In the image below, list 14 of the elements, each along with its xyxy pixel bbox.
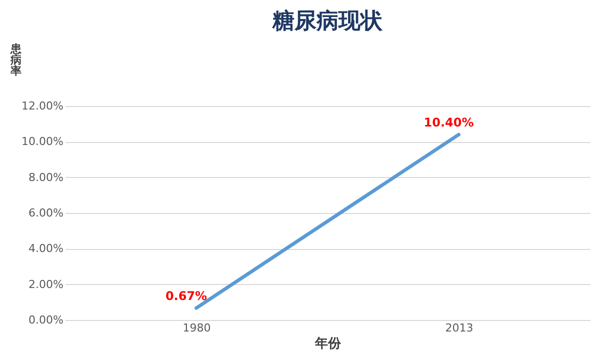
y-tick-label: 0.00% (28, 314, 64, 326)
y-tick-label: 2.00% (28, 278, 64, 291)
y-tick-label: 8.00% (28, 170, 64, 184)
x-tick-label: 2013 (445, 322, 474, 334)
data-label: 10.40% (424, 116, 474, 130)
y-tick-label: 6.00% (28, 206, 64, 220)
data-label: 0.67% (165, 289, 208, 304)
x-axis-title: 年份 (314, 336, 342, 352)
y-tick-label: 12.00% (22, 100, 64, 112)
chart-title: 糖尿病现状 (272, 9, 384, 34)
y-tick-label: 10.00% (22, 135, 64, 148)
y-tick-label: 4.00% (28, 242, 64, 256)
y-axis-title: 患病率 (10, 42, 22, 78)
x-tick-label: 1980 (182, 322, 211, 334)
